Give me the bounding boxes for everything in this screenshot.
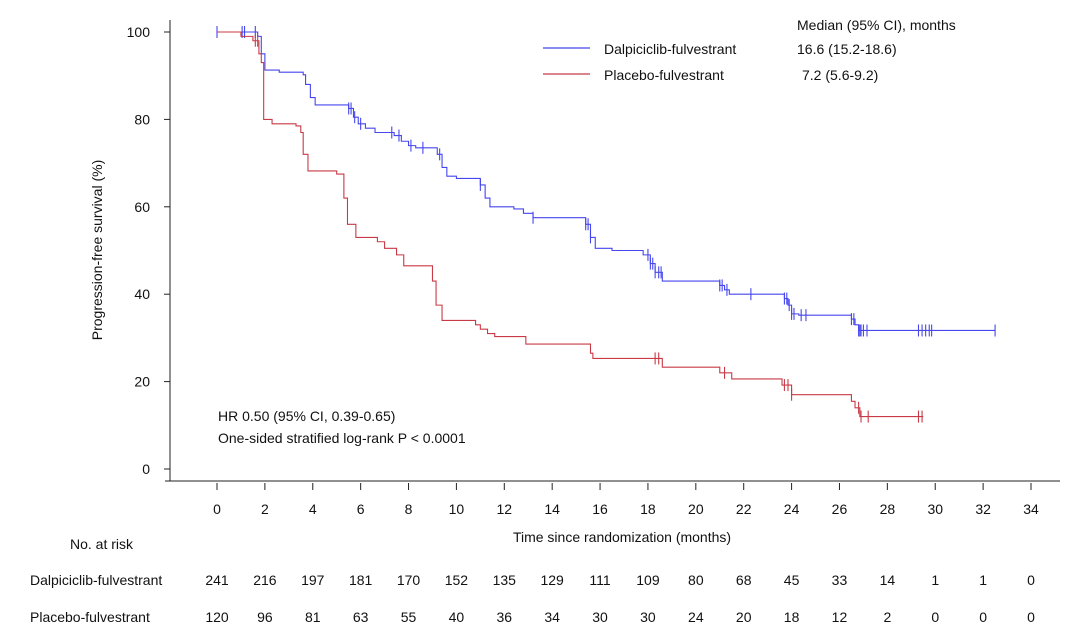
at-risk-label-placebo: Placebo-fulvestrant	[30, 609, 150, 625]
at-risk-value: 14	[880, 572, 896, 588]
at-risk-value: 152	[445, 572, 469, 588]
curve-dalpiciclib	[217, 31, 996, 332]
x-tick-label: 4	[309, 501, 317, 517]
legend-label-dalpiciclib: Dalpiciclib-fulvestrant	[604, 41, 736, 57]
at-risk-value: 1	[931, 572, 939, 588]
at-risk-value: 24	[688, 609, 704, 625]
legend-label-placebo: Placebo-fulvestrant	[604, 67, 724, 83]
x-tick-label: 32	[975, 501, 991, 517]
at-risk-value: 81	[305, 609, 321, 625]
x-tick-label: 28	[880, 501, 896, 517]
at-risk-value: 0	[979, 609, 987, 625]
x-tick-label: 8	[405, 501, 413, 517]
x-tick-label: 24	[784, 501, 800, 517]
y-tick-label: 40	[134, 286, 150, 302]
at-risk-value: 55	[401, 609, 417, 625]
y-tick-label: 20	[134, 374, 150, 390]
x-tick-label: 26	[832, 501, 848, 517]
at-risk-value: 0	[931, 609, 939, 625]
at-risk-value: 109	[636, 572, 660, 588]
at-risk-value: 36	[497, 609, 513, 625]
hr-annotation: HR 0.50 (95% CI, 0.39-0.65)	[218, 408, 395, 424]
at-risk-value: 120	[205, 609, 229, 625]
at-risk-title: No. at risk	[70, 536, 134, 552]
at-risk-value: 0	[1027, 572, 1035, 588]
y-tick-label: 100	[127, 24, 151, 40]
y-tick-label: 0	[142, 461, 150, 477]
at-risk-value: 63	[353, 609, 369, 625]
x-tick-label: 12	[497, 501, 513, 517]
at-risk-value: 20	[736, 609, 752, 625]
x-tick-label: 30	[927, 501, 943, 517]
x-tick-label: 18	[640, 501, 656, 517]
at-risk-value: 33	[832, 572, 848, 588]
x-tick-label: 16	[592, 501, 608, 517]
at-risk-value: 197	[301, 572, 325, 588]
at-risk-value: 18	[784, 609, 800, 625]
x-tick-label: 2	[261, 501, 269, 517]
at-risk-value: 216	[253, 572, 277, 588]
at-risk-value: 1	[979, 572, 987, 588]
x-tick-label: 0	[213, 501, 221, 517]
at-risk-value: 30	[640, 609, 656, 625]
legend-median-placebo: 7.2 (5.6-9.2)	[802, 67, 878, 83]
at-risk-value: 241	[205, 572, 229, 588]
at-risk-value: 181	[349, 572, 373, 588]
at-risk-value: 96	[257, 609, 273, 625]
at-risk-value: 34	[544, 609, 560, 625]
curve-placebo	[217, 31, 924, 418]
legend-median-dalpiciclib: 16.6 (15.2-18.6)	[797, 41, 897, 57]
at-risk-value: 111	[589, 572, 610, 588]
at-risk-value: 12	[832, 609, 848, 625]
y-axis-label: Progression-free survival (%)	[89, 160, 105, 341]
at-risk-value: 80	[688, 572, 704, 588]
y-tick-label: 60	[134, 199, 150, 215]
x-tick-label: 14	[544, 501, 560, 517]
at-risk-label-dalpiciclib: Dalpiciclib-fulvestrant	[30, 572, 162, 588]
x-tick-label: 22	[736, 501, 752, 517]
at-risk-value: 129	[540, 572, 564, 588]
x-axis-label: Time since randomization (months)	[513, 529, 731, 545]
y-tick-label: 80	[134, 111, 150, 127]
x-tick-label: 34	[1023, 501, 1039, 517]
at-risk-value: 2	[883, 609, 891, 625]
x-tick-label: 6	[357, 501, 365, 517]
at-risk-value: 68	[736, 572, 752, 588]
legend-header: Median (95% CI), months	[797, 17, 956, 33]
at-risk-value: 0	[1027, 609, 1035, 625]
curves	[216, 26, 996, 423]
x-tick-label: 10	[449, 501, 465, 517]
at-risk-table: 241 216 197 181 170 152 135 129 111 109 80 68 45 33 14…	[205, 572, 1035, 625]
logrank-annotation: One-sided stratified log-rank P < 0.0001	[218, 430, 466, 446]
x-tick-label: 20	[688, 501, 704, 517]
at-risk-value: 45	[784, 572, 800, 588]
at-risk-value: 135	[493, 572, 517, 588]
at-risk-value: 40	[449, 609, 465, 625]
at-risk-value: 170	[397, 572, 421, 588]
at-risk-value: 30	[592, 609, 608, 625]
